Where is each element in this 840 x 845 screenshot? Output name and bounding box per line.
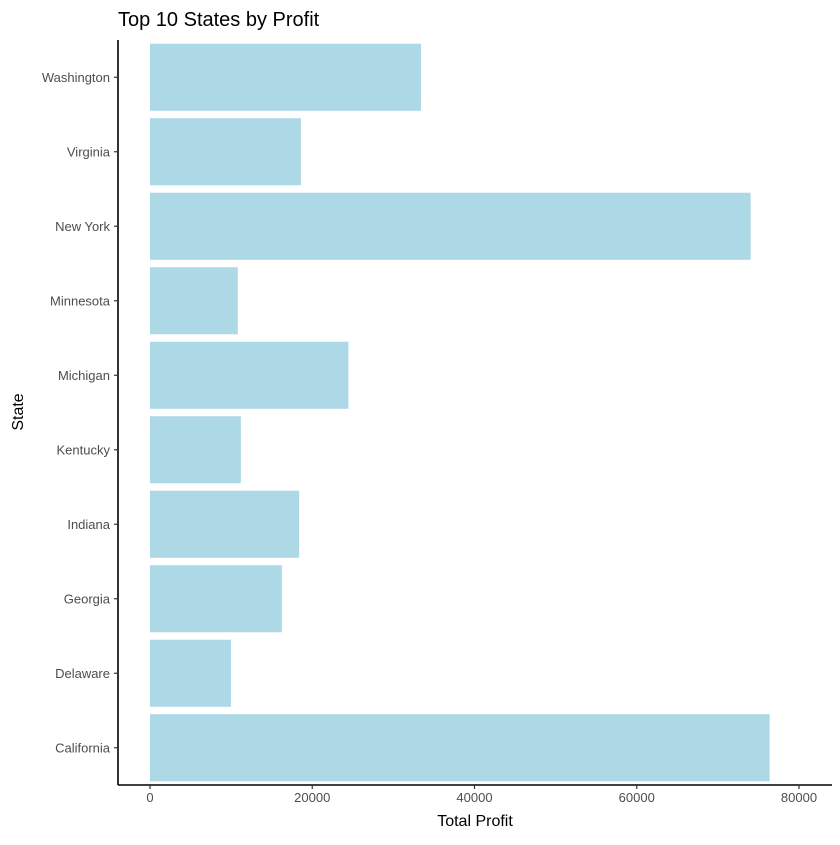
bar-georgia xyxy=(150,565,282,633)
y-tick-label: Minnesota xyxy=(50,293,111,308)
bar-minnesota xyxy=(150,267,238,335)
y-tick-label: Virginia xyxy=(67,144,111,159)
bar-california xyxy=(150,714,770,782)
x-tick-label: 20000 xyxy=(294,790,330,805)
y-tick-label: California xyxy=(55,740,111,755)
y-tick-label: Georgia xyxy=(64,591,111,606)
y-axis-title: State xyxy=(10,393,27,430)
y-tick-label: Delaware xyxy=(55,666,110,681)
x-axis-ticks: 0 20000 40000 60000 80000 xyxy=(146,785,817,805)
y-tick-label: New York xyxy=(55,219,110,234)
chart-title: Top 10 States by Profit xyxy=(118,9,320,31)
y-tick-label: Kentucky xyxy=(57,442,111,457)
bar-michigan xyxy=(150,341,349,409)
bar-washington xyxy=(150,43,421,111)
bar-new-york xyxy=(150,192,751,260)
y-tick-label: Michigan xyxy=(58,368,110,383)
x-axis-title: Total Profit xyxy=(437,813,513,830)
x-tick-label: 40000 xyxy=(456,790,492,805)
y-tick-label: Washington xyxy=(42,70,110,85)
bar-delaware xyxy=(150,639,231,707)
y-tick-label: Indiana xyxy=(67,517,110,532)
bar-kentucky xyxy=(150,416,241,484)
bar-indiana xyxy=(150,490,300,558)
x-tick-label: 60000 xyxy=(619,790,655,805)
x-tick-label: 80000 xyxy=(781,790,817,805)
bar-virginia xyxy=(150,118,301,186)
bars-group xyxy=(150,43,770,782)
x-tick-label: 0 xyxy=(146,790,153,805)
y-axis-ticks: California Delaware Georgia Indiana Kentucky… xyxy=(42,70,118,755)
